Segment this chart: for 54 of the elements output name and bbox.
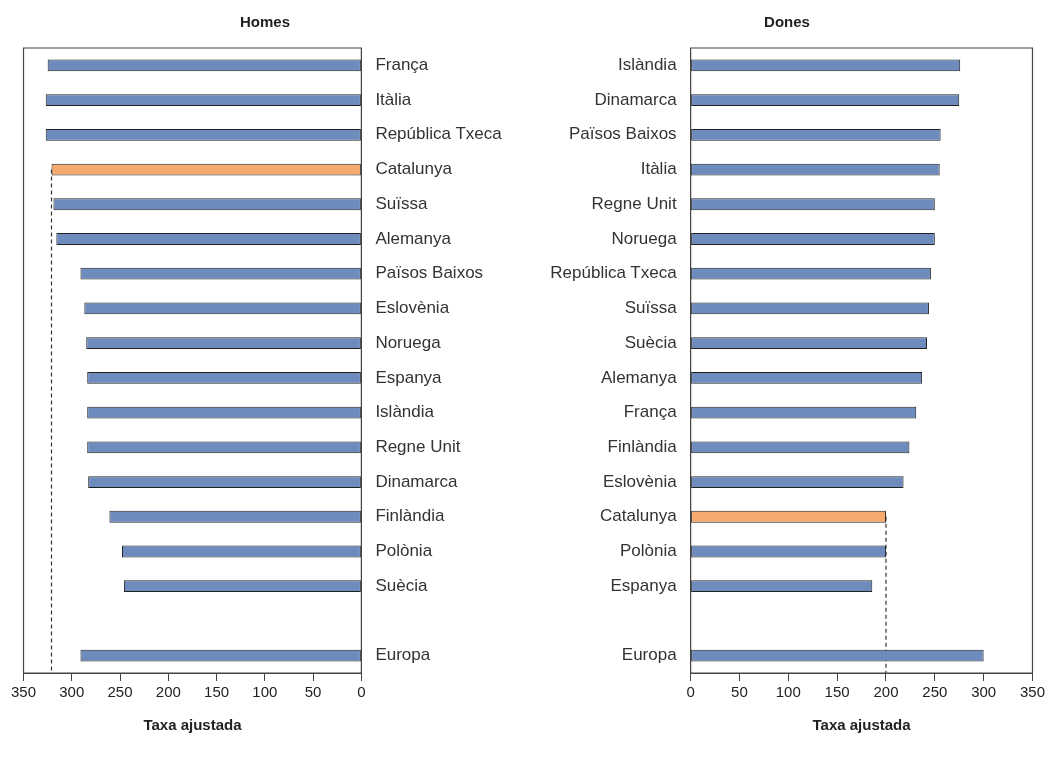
y-tick-label: Finlàndia [375, 506, 445, 526]
y-tick-label: Espanya [610, 575, 678, 595]
y-tick-label: Islàndia [618, 55, 678, 75]
y-tick-label: Noruega [375, 332, 442, 352]
x-tick-label: 350 [1019, 683, 1045, 701]
y-tick-label: Eslovènia [375, 298, 450, 318]
y-tick-label: França [375, 55, 429, 75]
chart-title: Dones [764, 13, 810, 31]
y-tick-label: França [623, 402, 678, 422]
y-tick-label: Espanya [375, 367, 443, 387]
y-tick-label: Itàlia [375, 89, 412, 109]
x-tick-label: 150 [204, 683, 230, 701]
x-tick-label: 50 [304, 683, 322, 701]
y-tick-label: Noruega [611, 228, 678, 248]
x-tick-label: 350 [11, 683, 37, 701]
x-tick-label: 50 [731, 683, 748, 701]
x-tick-label: 300 [971, 683, 997, 701]
chart-title: Homes [239, 13, 291, 31]
y-tick-label: Regne Unit [591, 193, 677, 213]
y-tick-label: Polònia [375, 541, 433, 561]
x-tick-label: 100 [252, 683, 278, 701]
y-tick-label: Europa [621, 645, 678, 665]
y-tick-label: Països Baixos [568, 124, 677, 144]
x-tick-label: 150 [824, 683, 850, 701]
x-tick-label: 100 [775, 683, 801, 701]
y-tick-label: Polònia [619, 541, 678, 561]
y-tick-label: Alemanya [601, 367, 678, 387]
y-tick-label: Eslovènia [602, 471, 678, 491]
y-tick-label: Suïssa [624, 298, 678, 318]
y-tick-label: Regne Unit [375, 436, 461, 456]
y-tick-label: Finlàndia [607, 436, 678, 456]
x-axis-title: Taxa ajustada [143, 716, 243, 734]
y-tick-label: Suècia [375, 575, 428, 595]
x-tick-label: 200 [155, 683, 181, 701]
x-tick-label: 300 [59, 683, 85, 701]
x-tick-label: 250 [922, 683, 948, 701]
x-tick-label: 0 [686, 683, 695, 701]
y-tick-label: Països Baixos [375, 263, 484, 283]
y-tick-label: Catalunya [600, 506, 678, 526]
x-axis-title: Taxa ajustada [812, 716, 912, 734]
y-tick-label: Suïssa [375, 193, 428, 213]
x-tick-label: 0 [357, 683, 366, 701]
y-tick-label: Alemanya [375, 228, 452, 248]
y-tick-label: Islàndia [375, 402, 435, 422]
y-tick-label: Dinamarca [375, 471, 459, 491]
y-tick-label: Europa [375, 645, 431, 665]
y-tick-label: República Txeca [550, 263, 678, 283]
y-tick-label: Itàlia [640, 159, 678, 179]
x-tick-label: 250 [107, 683, 133, 701]
y-tick-label: Catalunya [375, 159, 453, 179]
y-tick-label: República Txeca [375, 124, 503, 144]
x-tick-label: 200 [873, 683, 899, 701]
y-tick-label: Dinamarca [594, 89, 678, 109]
y-tick-label: Suècia [624, 332, 678, 352]
